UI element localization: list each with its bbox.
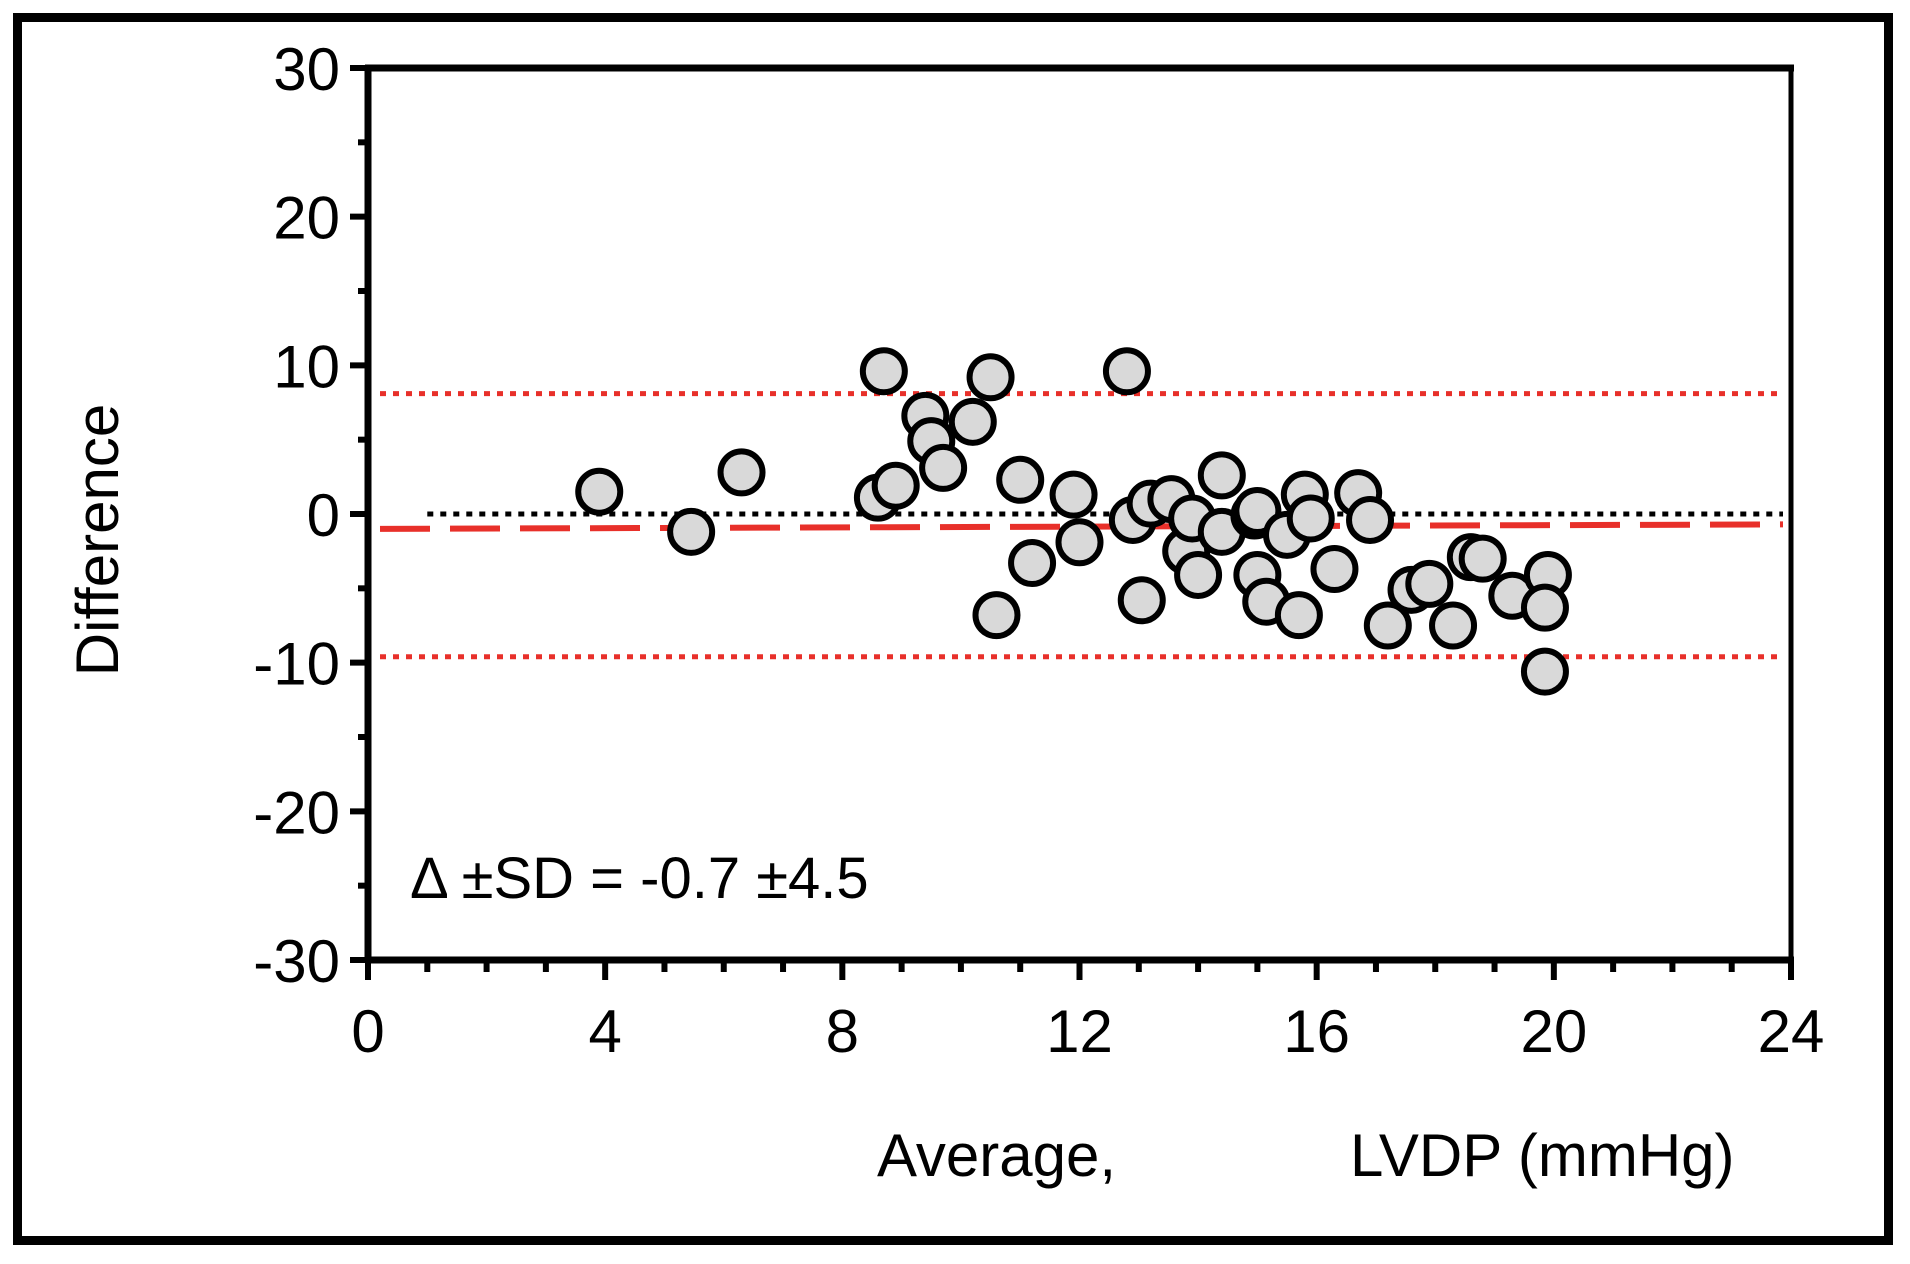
y-tick-label: 0 [307,482,340,549]
x-tick-label: 20 [1520,998,1587,1065]
data-point [1117,576,1166,625]
data-point [1174,550,1223,599]
data-point [1008,539,1057,588]
data-points [575,347,1572,696]
y-axis-title: Difference [64,404,131,676]
x-tick-label: 12 [1046,998,1113,1065]
y-tick-label: 20 [273,185,340,252]
y-tick-label: -30 [253,928,340,995]
data-point [966,353,1015,402]
data-point [1102,347,1151,396]
x-tick-label: 0 [351,998,384,1065]
data-point [1049,470,1098,519]
ticks [350,65,1794,980]
x-tick-label: 24 [1758,998,1825,1065]
y-tick-label: 30 [273,36,340,103]
data-point [1458,534,1507,583]
data-point [1346,495,1395,544]
x-axis-title-average: Average, [877,1122,1116,1189]
data-point [575,467,624,516]
data-point [871,461,920,510]
data-point [1197,451,1246,500]
data-point [1429,601,1478,650]
data-point [1310,545,1359,594]
data-point [859,347,908,396]
x-tick-label: 8 [826,998,859,1065]
data-point [972,591,1021,640]
data-point [1286,494,1335,543]
x-tick-label: 4 [588,998,621,1065]
data-point [919,443,968,492]
y-tick-label: -10 [253,631,340,698]
x-axis-title-lvdp: LVDP (mmHg) [1350,1122,1735,1189]
data-point [1055,518,1104,567]
y-tick-label: -20 [253,779,340,846]
data-point [667,507,716,556]
bias-sd-annotation: Δ ±SD = -0.7 ±4.5 [410,846,869,911]
data-point [996,455,1045,504]
data-point [948,397,997,446]
data-point [1363,601,1412,650]
data-point [1405,559,1454,608]
y-tick-label: 10 [273,333,340,400]
data-point [1520,647,1569,696]
data-point [717,448,766,497]
data-point [1274,591,1323,640]
data-point [1520,583,1569,632]
figure-frame [13,13,1893,1245]
x-tick-label: 16 [1283,998,1350,1065]
